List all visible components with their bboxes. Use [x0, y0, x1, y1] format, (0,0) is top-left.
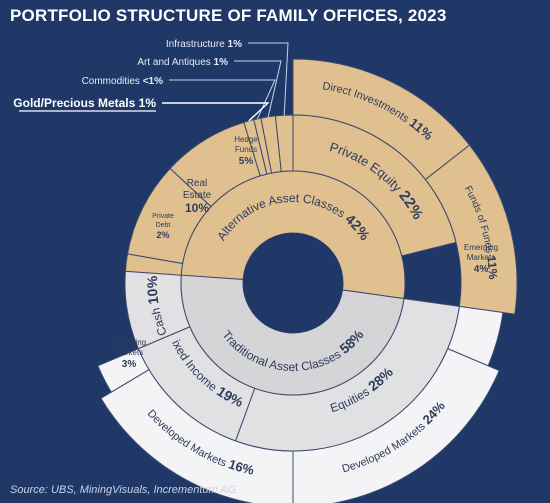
chart-center-hole — [243, 233, 343, 333]
callout-line-art-and-antiques — [234, 60, 282, 117]
callout-line-commodities — [169, 79, 276, 120]
callout-label-art-and-antiques: Art and Antiques 1% — [137, 57, 228, 68]
callout-line-infrastructure — [248, 42, 289, 116]
chart-title: PORTFOLIO STRUCTURE OF FAMILY OFFICES, 2… — [10, 6, 447, 25]
label-real-estate: Real Estate 10% — [183, 178, 212, 215]
label-hedge-funds: Hedge Funds 5% — [234, 135, 258, 167]
callout-line-gold-precious-metals — [162, 102, 270, 122]
callout-label-gold-precious-metals: Gold/Precious Metals 1% — [13, 96, 156, 110]
label-private-debt: Private Debt 2% — [152, 213, 174, 240]
label-emerging-markets-fixed-income: Emerging Markets 3% — [112, 338, 146, 370]
label-emerging-markets-equities: Emerging Markets 4% — [464, 243, 498, 275]
callout-label-infrastructure: Infrastructure 1% — [166, 39, 242, 50]
callout-label-commodities: Commodities <1% — [82, 76, 164, 87]
source-note: Source: UBS, MiningVisuals, Incrementum … — [10, 484, 237, 496]
